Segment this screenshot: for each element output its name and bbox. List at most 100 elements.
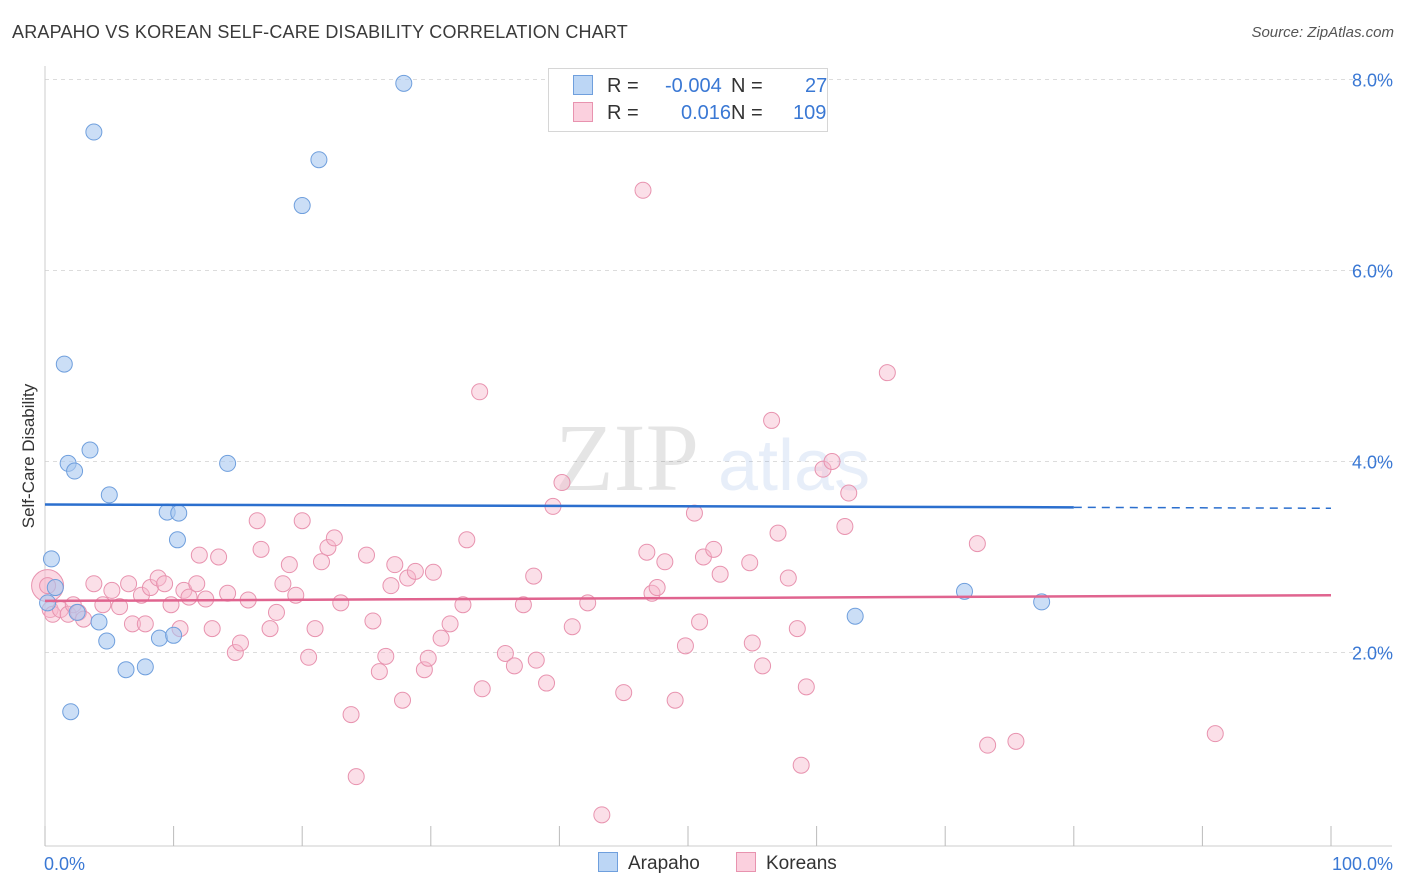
koreans-point [226,644,244,661]
y-axis-label: Self-Care Disability [19,383,38,528]
koreans-point [325,529,343,547]
koreans-n-value: 109 [793,102,827,124]
koreans-point [779,569,797,587]
koreans-point [432,629,450,647]
koreans-point [358,546,375,564]
koreans-point [293,512,311,530]
koreans-point [342,706,360,724]
arapaho-points [39,74,1051,721]
koreans-point [415,661,433,679]
arapaho-point [1033,593,1051,611]
koreans-point [123,615,141,633]
arapaho-point [66,462,84,480]
axes [44,66,1392,847]
koreans-point [538,674,556,692]
arapaho-r-value: -0.004 [665,75,722,97]
legend-koreans-swatch [736,852,756,872]
arapaho-r-label: R = [607,75,639,97]
koreans-point [406,562,424,580]
koreans-point [252,540,270,558]
y-tick-label: 6.0% [1352,262,1393,282]
koreans-point [505,657,523,675]
koreans-point [364,612,382,630]
koreans-point [419,649,437,667]
arapaho-point [846,607,864,625]
arapaho-point [62,703,80,721]
koreans-point [300,648,318,666]
legend-koreans-label: Koreans [766,853,837,874]
y-tick-label: 2.0% [1352,644,1393,664]
arapaho-point [68,603,86,621]
koreans-point [377,647,395,665]
koreans-point [741,554,759,572]
koreans-point [261,620,279,638]
koreans-point [312,553,330,571]
arapaho-point [168,531,186,549]
arapaho-point [395,74,413,92]
arapaho-point [170,504,188,522]
koreans-point [103,581,121,599]
koreans-trend-line [44,593,1332,603]
koreans-point [823,453,841,470]
koreans-point [527,651,545,669]
koreans-point [136,615,154,633]
arapaho-point [39,594,57,612]
koreans-point [553,474,571,492]
watermark: ZIP atlas [555,404,870,511]
arapaho-point [310,151,328,169]
koreans-point [1206,725,1224,743]
koreans-point [424,563,442,581]
koreans-point [615,684,633,702]
tick-labels: 2.0% 4.0% 6.0% 8.0% 0.0% 100.0% [44,71,1393,875]
arapaho-trend-line [44,503,1074,509]
legend-arapaho-label: Arapaho [628,853,700,874]
koreans-point [676,637,694,655]
arapaho-point [90,613,108,631]
koreans-point [332,594,350,612]
arapaho-point [219,454,237,472]
koreans-point [280,556,298,574]
koreans-point [94,596,112,614]
koreans-point [656,553,674,571]
koreans-point [347,768,365,786]
koreans-point [705,540,723,558]
koreans-point [370,663,388,681]
legend-item-arapaho: Arapaho [598,852,700,876]
koreans-point [120,575,138,593]
koreans-point [471,383,489,401]
koreans-r-label: R = [607,102,639,124]
legend-item-koreans: Koreans [736,852,837,876]
koreans-point [769,524,787,542]
koreans-point [248,512,266,530]
koreans-point [267,603,285,621]
koreans-point [454,596,472,614]
x-tick-label: 0.0% [44,854,85,874]
koreans-point [792,756,810,774]
koreans-point [593,806,611,824]
koreans-point [496,644,514,662]
x-tick-label: 100.0% [1332,854,1393,874]
arapaho-point [293,197,311,215]
koreans-point [1007,732,1025,750]
koreans-point [306,620,324,638]
koreans-point [382,577,400,595]
koreans-point [514,596,532,614]
koreans-point [797,678,815,696]
koreans-point [149,569,167,587]
koreans-point [711,565,729,583]
koreans-point [386,556,404,574]
koreans-point [666,691,684,709]
arapaho-n-label: N = [731,75,763,97]
legend-arapaho-swatch [598,852,618,872]
trend-lines [44,503,1332,603]
koreans-point [878,364,896,382]
koreans-point [638,543,656,561]
koreans-n-label: N = [731,102,763,124]
koreans-point [648,579,666,597]
koreans-point [525,567,543,585]
stats-legend: R = -0.004 N = 27 R = 0.016 N = 109 [548,68,828,132]
koreans-point [788,620,806,638]
source-label: Source: ZipAtlas.com [1251,24,1394,41]
koreans-point [763,411,781,429]
arapaho-n-value: 27 [805,75,828,97]
